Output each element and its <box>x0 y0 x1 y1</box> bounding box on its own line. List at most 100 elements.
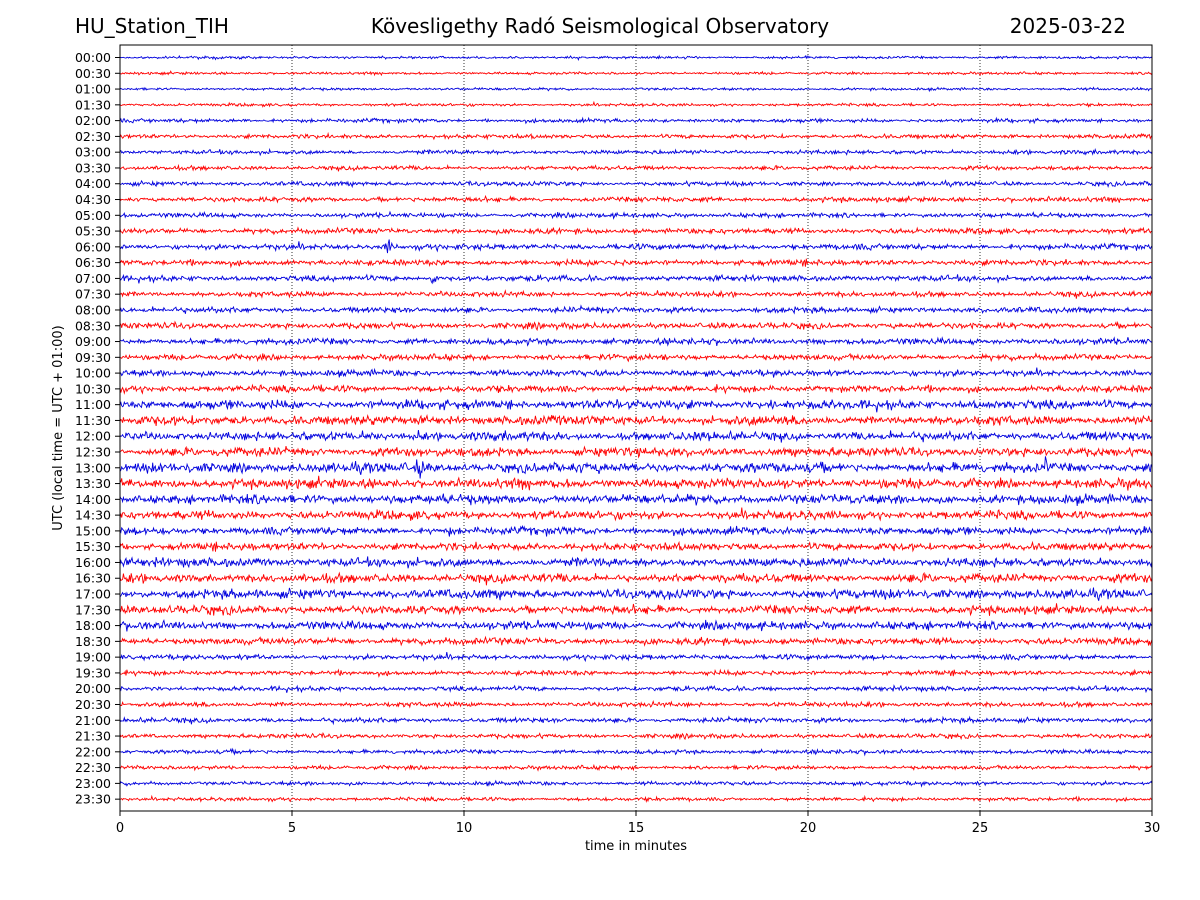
trace-1600 <box>119 556 1153 569</box>
grid-lines <box>291 45 981 811</box>
trace-1300 <box>119 456 1153 479</box>
trace-1530 <box>119 540 1153 553</box>
x-tick-label: 15 <box>628 821 645 836</box>
y-tick-label: 06:30 <box>75 255 111 270</box>
trace-0700 <box>119 273 1153 285</box>
y-tick-label: 17:30 <box>75 602 111 617</box>
y-tick-label: 02:30 <box>75 129 111 144</box>
y-tick-label: 07:00 <box>75 271 111 286</box>
trace-1900 <box>119 652 1153 663</box>
y-tick-label: 20:30 <box>75 697 111 712</box>
y-tick-label: 01:30 <box>75 97 111 112</box>
y-tick-label: 10:00 <box>75 366 111 381</box>
y-tick-label: 16:00 <box>75 555 111 570</box>
y-tick-label: 15:30 <box>75 539 111 554</box>
y-tick-label: 19:30 <box>75 665 111 680</box>
trace-2100 <box>119 715 1153 726</box>
x-tick-label: 20 <box>800 821 817 836</box>
trace-1500 <box>119 524 1153 537</box>
station-name: HU_Station_TIH <box>75 14 229 38</box>
trace-2200 <box>119 747 1153 757</box>
trace-0630 <box>119 257 1153 269</box>
trace-0030 <box>119 70 1153 77</box>
trace-0430 <box>119 194 1153 204</box>
trace-0100 <box>119 86 1153 93</box>
trace-1000 <box>119 367 1153 379</box>
trace-2230 <box>119 763 1153 772</box>
trace-0930 <box>119 352 1153 363</box>
trace-0230 <box>119 131 1153 141</box>
trace-0400 <box>119 179 1153 189</box>
trace-2030 <box>119 699 1153 709</box>
y-tick-label: 13:00 <box>75 460 111 475</box>
y-tick-label: 16:30 <box>75 571 111 586</box>
y-tick-label: 05:30 <box>75 224 111 239</box>
y-tick-label: 03:30 <box>75 160 111 175</box>
trace-0000 <box>119 54 1153 62</box>
y-tick-label: 18:30 <box>75 634 111 649</box>
trace-1330 <box>119 475 1153 491</box>
x-axis-label: time in minutes <box>585 839 687 854</box>
y-tick-label: 09:00 <box>75 334 111 349</box>
y-tick-label: 23:00 <box>75 776 111 791</box>
trace-2330 <box>119 794 1153 803</box>
y-tick-label: 23:30 <box>75 792 111 807</box>
trace-2130 <box>119 732 1153 741</box>
trace-0800 <box>119 304 1153 315</box>
y-tick-label: 15:00 <box>75 523 111 538</box>
chart-title: Kövesligethy Radó Seismological Observat… <box>370 14 830 38</box>
trace-1630 <box>119 571 1153 586</box>
y-tick-label: 17:00 <box>75 587 111 602</box>
trace-0530 <box>119 226 1153 236</box>
trace-2000 <box>119 684 1153 694</box>
traces <box>119 54 1153 803</box>
y-tick-label: 22:00 <box>75 744 111 759</box>
trace-1230 <box>119 445 1153 459</box>
y-tick-label: 04:30 <box>75 192 111 207</box>
x-tick-label: 25 <box>972 821 989 836</box>
y-tick-label: 09:30 <box>75 350 111 365</box>
y-axis-label: UTC (local time = UTC + 01:00) <box>51 325 66 530</box>
trace-1200 <box>119 429 1153 443</box>
x-tick-label: 30 <box>1144 821 1161 836</box>
trace-1130 <box>119 413 1153 427</box>
y-tick-label: 00:00 <box>75 50 111 65</box>
y-tick-label: 06:00 <box>75 239 111 254</box>
x-tick-label: 10 <box>456 821 473 836</box>
y-tick-label: 11:30 <box>75 413 111 428</box>
y-tick-label: 12:30 <box>75 445 111 460</box>
y-tick-label: 20:00 <box>75 681 111 696</box>
y-tick-label: 14:00 <box>75 492 111 507</box>
y-tick-label: 21:30 <box>75 729 111 744</box>
y-tick-label: 00:30 <box>75 66 111 81</box>
x-tick-label: 0 <box>116 821 124 836</box>
y-tick-label: 04:00 <box>75 176 111 191</box>
trace-0300 <box>119 147 1153 157</box>
trace-0200 <box>119 116 1153 125</box>
trace-0130 <box>119 100 1153 108</box>
y-tick-label: 22:30 <box>75 760 111 775</box>
trace-1800 <box>119 618 1153 632</box>
trace-0500 <box>119 210 1153 220</box>
y-tick-label: 03:00 <box>75 145 111 160</box>
y-tick-label: 05:00 <box>75 208 111 223</box>
y-tick-label: 21:00 <box>75 713 111 728</box>
trace-2300 <box>119 779 1153 788</box>
y-tick-label: 14:30 <box>75 508 111 523</box>
y-tick-label: 12:00 <box>75 429 111 444</box>
trace-1030 <box>119 383 1153 395</box>
y-tick-label: 08:00 <box>75 302 111 317</box>
trace-1700 <box>119 587 1153 601</box>
trace-0900 <box>119 336 1153 347</box>
y-tick-label: 02:00 <box>75 113 111 128</box>
x-tick-label: 5 <box>288 821 296 836</box>
x-axis: 0 5 10 15 20 25 30 <box>116 811 1160 836</box>
y-axis: 00:0000:3001:0001:3002:0002:3003:0003:30… <box>75 50 120 807</box>
trace-1930 <box>119 668 1153 678</box>
trace-1400 <box>119 492 1153 507</box>
y-tick-label: 19:00 <box>75 650 111 665</box>
y-tick-label: 07:30 <box>75 287 111 302</box>
y-tick-label: 10:30 <box>75 381 111 396</box>
y-tick-label: 11:00 <box>75 397 111 412</box>
